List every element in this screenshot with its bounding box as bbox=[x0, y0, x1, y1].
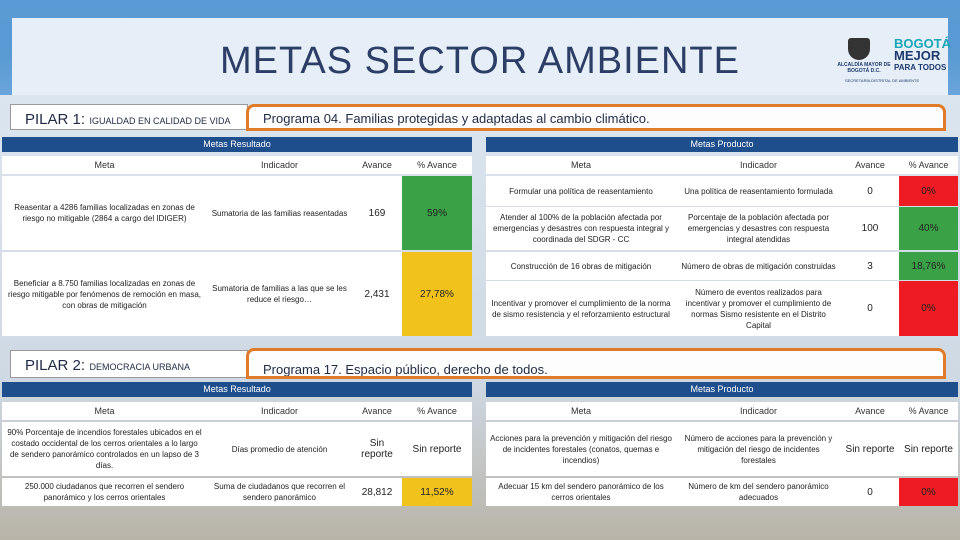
table-row-pct: Sin reporte bbox=[402, 422, 472, 476]
table-row-avance: Sin reporte bbox=[352, 422, 402, 476]
header-panel bbox=[12, 18, 948, 95]
pilar1-producto-header: Metas Producto bbox=[486, 137, 958, 152]
table-row-pct: 59% bbox=[402, 176, 472, 250]
pilar1-prod-col-headers: Meta Indicador Avance % Avance bbox=[486, 156, 958, 174]
table-row-meta: 90% Porcentaje de incendios forestales u… bbox=[2, 422, 207, 476]
table-row-pct: 18,76% bbox=[899, 252, 958, 280]
table-row-avance: Sin reporte bbox=[841, 422, 899, 476]
table-row-meta: Incentivar y promover el cumplimiento de… bbox=[486, 281, 676, 336]
table-row-meta: Beneficiar a 8.750 familias localizadas … bbox=[2, 252, 207, 336]
logo-subtext: SECRETARÍA DISTRITAL DE AMBIENTE bbox=[845, 78, 920, 83]
table-row-meta: Acciones para la prevención y mitigación… bbox=[486, 422, 676, 476]
table-row-indicador: Sumatoria de las familias reasentadas bbox=[207, 176, 352, 250]
pilar2-label: PILAR 2: DEMOCRACIA URBANA bbox=[10, 350, 248, 378]
table-row-meta: Reasentar a 4286 familias localizadas en… bbox=[2, 176, 207, 250]
table-row-avance: 0 bbox=[841, 176, 899, 206]
pilar1-res-col-headers: Meta Indicador Avance % Avance bbox=[2, 156, 472, 174]
table-row-avance: 3 bbox=[841, 252, 899, 280]
pilar1-label: PILAR 1: IGUALDAD EN CALIDAD DE VIDA bbox=[10, 104, 248, 130]
pilar1-resultado-header: Metas Resultado bbox=[2, 137, 472, 152]
table-row-indicador: Número de obras de mitigación construida… bbox=[676, 252, 841, 280]
table-row-avance: 2,431 bbox=[352, 252, 402, 336]
logo-left-text: ALCALDÍA MAYOR DE BOGOTÁ D.C. bbox=[837, 62, 891, 74]
pilar2-resultado-header: Metas Resultado bbox=[2, 382, 472, 397]
table-row-pct: 40% bbox=[899, 207, 958, 250]
header-band bbox=[0, 0, 960, 95]
table-row-indicador: Suma de ciudadanos que recorren el sende… bbox=[207, 478, 352, 506]
table-row-avance: 28,812 bbox=[352, 478, 402, 506]
table-row-avance: 169 bbox=[352, 176, 402, 250]
table-row-indicador: Una política de reasentamiento formulada bbox=[676, 176, 841, 206]
table-row-meta: Construcción de 16 obras de mitigación bbox=[486, 252, 676, 280]
pilar2-program: Programa 17. Espacio público, derecho de… bbox=[246, 348, 946, 378]
table-row-indicador: Porcentaje de la población afectada por … bbox=[676, 207, 841, 250]
table-row-pct: 11,52% bbox=[402, 478, 472, 506]
pilar1-program-bar bbox=[246, 128, 946, 131]
table-row-pct: Sin reporte bbox=[899, 422, 958, 476]
table-row-avance: 0 bbox=[841, 478, 899, 506]
page-title: METAS SECTOR AMBIENTE bbox=[219, 40, 740, 82]
table-row-meta: Formular una política de reasentamiento bbox=[486, 176, 676, 206]
table-row-indicador: Número de km del sendero panorámico adec… bbox=[676, 478, 841, 506]
logo-brand: BOGOTÁ MEJOR PARA TODOS bbox=[894, 36, 952, 72]
table-row-meta: 250.000 ciudadanos que recorren el sende… bbox=[2, 478, 207, 506]
table-row-meta: Adecuar 15 km del sendero panorámico de … bbox=[486, 478, 676, 506]
table-row-pct: 0% bbox=[899, 281, 958, 336]
table-row-indicador: Número de acciones para la prevención y … bbox=[676, 422, 841, 476]
pilar1-program: Programa 04. Familias protegidas y adapt… bbox=[246, 104, 946, 130]
table-row-indicador: Sumatoria de familias a las que se les r… bbox=[207, 252, 352, 336]
table-row-pct: 0% bbox=[899, 176, 958, 206]
table-row-indicador: Número de eventos realizados para incent… bbox=[676, 281, 841, 336]
pilar2-res-col-headers: Meta Indicador Avance % Avance bbox=[2, 402, 472, 420]
table-row-indicador: Días promedio de atención bbox=[207, 422, 352, 476]
pilar2-prod-col-headers: Meta Indicador Avance % Avance bbox=[486, 402, 958, 420]
table-row-pct: 27,78% bbox=[402, 252, 472, 336]
coat-of-arms-icon bbox=[848, 38, 870, 60]
pilar2-producto-header: Metas Producto bbox=[486, 382, 958, 397]
logo: ALCALDÍA MAYOR DE BOGOTÁ D.C. BOGOTÁ MEJ… bbox=[832, 32, 951, 76]
table-row-pct: 0% bbox=[899, 478, 958, 506]
table-row-meta: Atender al 100% de la población afectada… bbox=[486, 207, 676, 250]
table-row-avance: 0 bbox=[841, 281, 899, 336]
pilar2-program-bar bbox=[246, 376, 946, 379]
table-row-avance: 100 bbox=[841, 207, 899, 250]
